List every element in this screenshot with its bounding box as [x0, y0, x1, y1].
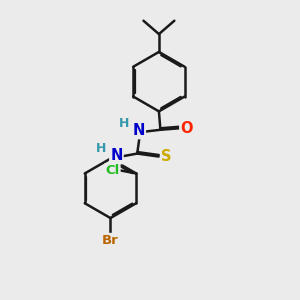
Text: O: O [180, 121, 193, 136]
Text: Cl: Cl [105, 164, 120, 177]
Text: Br: Br [102, 234, 119, 247]
Text: H: H [96, 142, 107, 155]
Text: H: H [119, 117, 129, 130]
Text: N: N [110, 148, 123, 163]
Text: S: S [161, 149, 172, 164]
Text: N: N [133, 123, 145, 138]
